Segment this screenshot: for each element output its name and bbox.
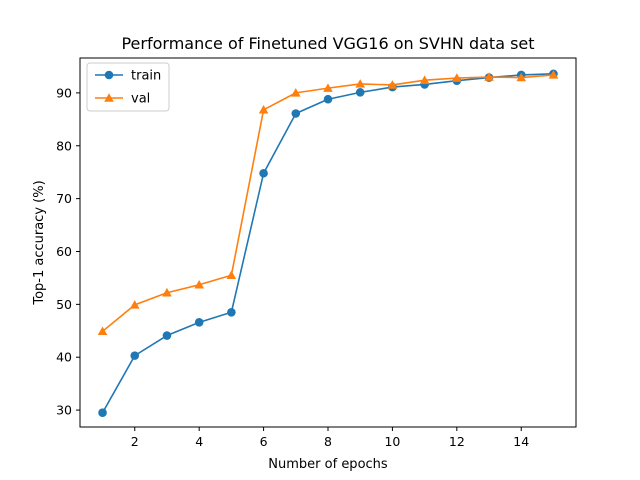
legend-swatch-point: [104, 93, 114, 102]
y-tick-label: 60: [56, 244, 72, 259]
series-train-point: [98, 408, 107, 418]
y-tick-label: 80: [56, 138, 72, 153]
series-val-point: [516, 72, 527, 82]
legend-item-val: val: [95, 92, 150, 107]
x-tick-label: 10: [384, 434, 400, 449]
series-val: [97, 70, 559, 336]
series-val-point: [419, 75, 430, 84]
series-train-point: [162, 331, 172, 340]
series-val-point: [323, 83, 333, 92]
series-train-point: [355, 88, 365, 97]
series-val-point: [452, 73, 462, 82]
legend-label: val: [131, 92, 150, 107]
y-tick-label: 30: [56, 403, 72, 418]
x-tick-label: 2: [131, 434, 139, 449]
series-train-point: [323, 94, 333, 104]
series-val-point: [355, 79, 366, 88]
series-val-point: [548, 70, 559, 79]
legend-label: train: [131, 69, 161, 84]
series-val-point: [290, 88, 301, 97]
y-tick-label: 50: [56, 297, 72, 312]
series-train-point: [130, 351, 140, 360]
series-train-point: [291, 109, 301, 118]
x-tick-label: 4: [195, 434, 203, 449]
series-train-point: [259, 168, 268, 178]
y-axis-label: Top-1 accuracy (%): [32, 180, 47, 305]
series-train-point: [194, 318, 204, 327]
x-tick-label: 6: [260, 434, 268, 449]
series-val-point: [258, 105, 269, 114]
series-val-point: [387, 80, 398, 89]
x-tick-label: 8: [324, 434, 332, 449]
series-train: [98, 69, 558, 418]
series-val-line: [102, 74, 554, 332]
series-val-point: [129, 300, 140, 309]
series-val-point: [194, 279, 204, 289]
y-tick-label: 40: [56, 350, 72, 365]
legend: train val: [86, 62, 170, 112]
chart-title: Performance of Finetuned VGG16 on SVHN d…: [121, 34, 534, 53]
series-train-point: [227, 307, 236, 317]
legend-item-train: train: [95, 69, 161, 84]
y-tick-label: 70: [56, 191, 72, 206]
series-layer: [97, 69, 559, 418]
series-val-point: [226, 270, 237, 280]
series-val-point: [97, 326, 108, 336]
y-tick-label: 90: [56, 85, 72, 100]
x-tick-label: 12: [449, 434, 465, 449]
series-val-point: [484, 72, 494, 81]
x-tick-label: 14: [513, 434, 529, 449]
series-val-point: [162, 287, 172, 297]
x-axis-label: Number of epochs: [268, 457, 388, 472]
y-axis-ticks: 30 40 50 60 70 80 90: [56, 85, 80, 418]
x-axis-ticks: 2 4 6 8 10 12 14: [131, 427, 529, 449]
plot-frame: [79, 57, 577, 428]
legend-swatch-point: [104, 70, 114, 80]
series-train-line: [101, 73, 554, 414]
